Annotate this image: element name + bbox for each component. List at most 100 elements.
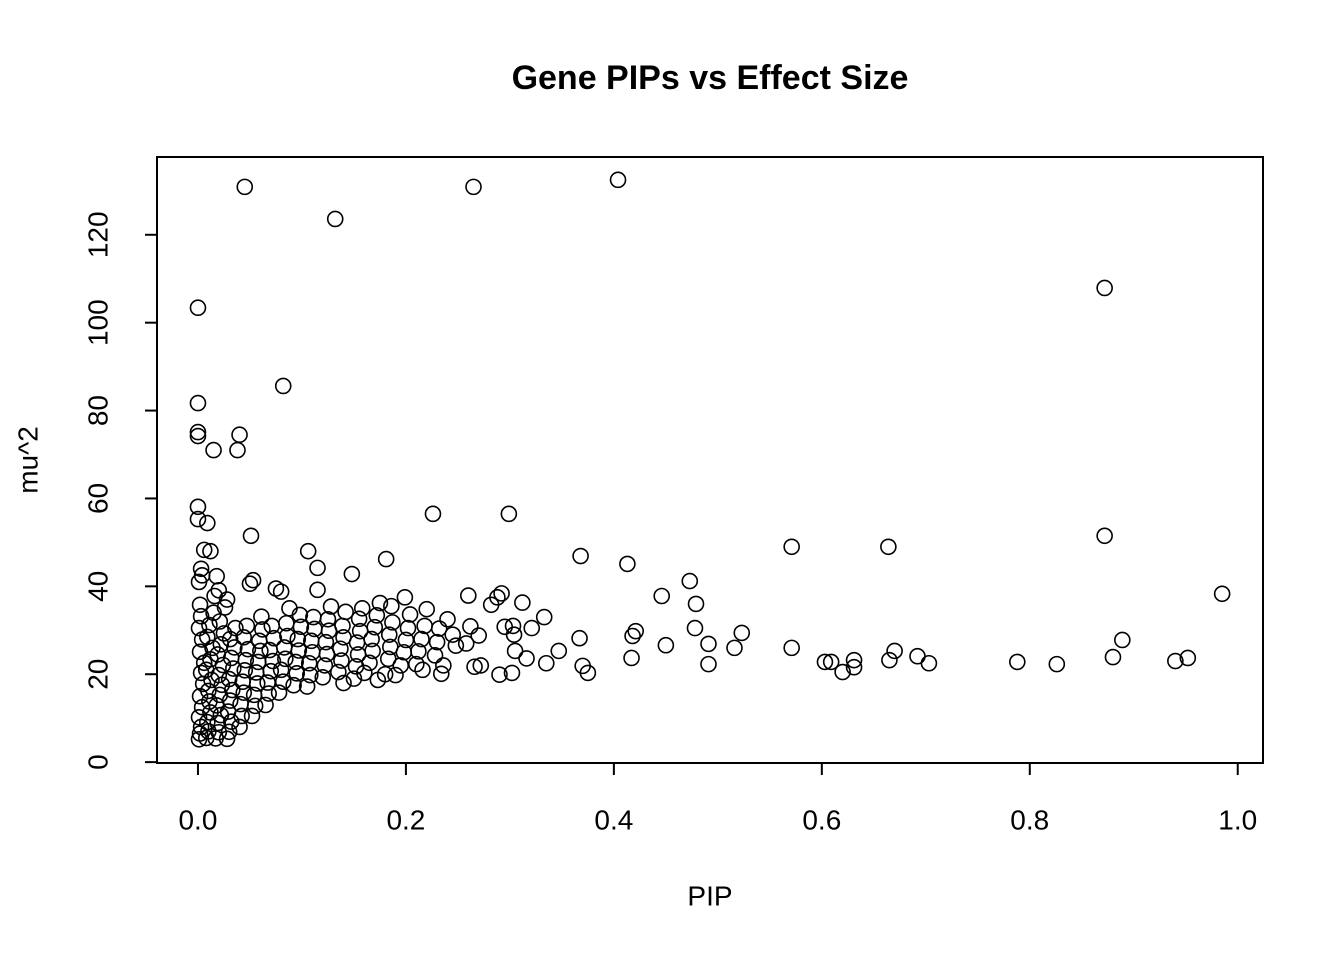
- point: [572, 547, 589, 565]
- point: [225, 660, 242, 677]
- point: [361, 654, 378, 672]
- point: [231, 718, 248, 736]
- y-tick-label: 120: [82, 211, 113, 258]
- point: [457, 635, 475, 652]
- point: [363, 630, 380, 648]
- point: [192, 560, 210, 578]
- point: [439, 611, 456, 628]
- point: [301, 666, 319, 684]
- point: [377, 550, 395, 568]
- point: [401, 606, 419, 623]
- point: [221, 692, 239, 709]
- point: [292, 618, 310, 636]
- point: [1009, 653, 1026, 671]
- point: [503, 664, 521, 682]
- point: [1167, 652, 1184, 670]
- point: [1096, 279, 1113, 297]
- point: [254, 621, 271, 638]
- point: [246, 697, 264, 715]
- point: [300, 654, 318, 672]
- point: [309, 559, 326, 577]
- point: [291, 606, 309, 624]
- point: [627, 622, 645, 640]
- point: [252, 642, 269, 660]
- point: [257, 696, 274, 714]
- point: [241, 575, 259, 593]
- point: [700, 635, 717, 653]
- point: [285, 676, 302, 694]
- point: [413, 630, 430, 648]
- point: [205, 441, 222, 459]
- point: [210, 581, 228, 599]
- point: [333, 652, 350, 669]
- point: [624, 627, 641, 645]
- point: [189, 423, 207, 441]
- point: [237, 651, 255, 669]
- point: [332, 640, 349, 658]
- point: [410, 643, 427, 660]
- point: [435, 657, 452, 674]
- point: [195, 541, 213, 559]
- point: [326, 210, 344, 228]
- point: [202, 542, 219, 560]
- point: [335, 674, 352, 692]
- point: [681, 572, 699, 590]
- point: [523, 619, 541, 637]
- point: [462, 618, 479, 635]
- point: [384, 614, 401, 631]
- point: [192, 607, 210, 625]
- y-tick-label: 100: [82, 299, 113, 346]
- point: [444, 626, 462, 643]
- y-tick-label: 0: [82, 754, 113, 770]
- point: [537, 654, 555, 672]
- point: [834, 663, 851, 681]
- point: [317, 633, 335, 651]
- point: [343, 565, 361, 583]
- point: [206, 587, 223, 605]
- point: [314, 669, 332, 686]
- point: [518, 650, 535, 667]
- y-tick-label: 20: [82, 659, 113, 690]
- point: [1048, 655, 1066, 673]
- point: [364, 642, 381, 660]
- point: [396, 589, 414, 606]
- point: [290, 642, 308, 659]
- x-axis-label: PIP: [687, 880, 732, 911]
- point: [426, 647, 444, 664]
- point: [447, 637, 465, 654]
- point: [368, 607, 386, 624]
- point: [881, 651, 898, 669]
- point: [199, 713, 216, 731]
- point: [414, 661, 431, 679]
- point: [248, 675, 266, 692]
- point: [500, 505, 518, 523]
- x-tick-label: 0.6: [802, 804, 841, 835]
- point: [218, 591, 236, 608]
- point: [571, 629, 588, 647]
- point: [466, 658, 483, 676]
- point: [221, 630, 239, 648]
- point: [337, 603, 354, 621]
- point: [424, 505, 442, 523]
- point: [226, 639, 243, 656]
- point: [408, 655, 425, 673]
- point: [243, 707, 261, 725]
- point: [428, 633, 446, 651]
- point: [733, 624, 751, 642]
- point: [330, 663, 347, 681]
- point: [191, 596, 209, 614]
- point: [609, 171, 627, 189]
- point: [465, 178, 482, 196]
- point: [1213, 585, 1231, 603]
- point: [356, 664, 373, 682]
- point: [822, 653, 840, 671]
- point: [236, 661, 254, 679]
- point: [700, 655, 717, 673]
- point: [726, 639, 743, 657]
- point: [190, 619, 208, 637]
- point: [345, 670, 363, 687]
- point: [886, 642, 903, 660]
- point: [653, 587, 671, 605]
- point: [274, 377, 292, 395]
